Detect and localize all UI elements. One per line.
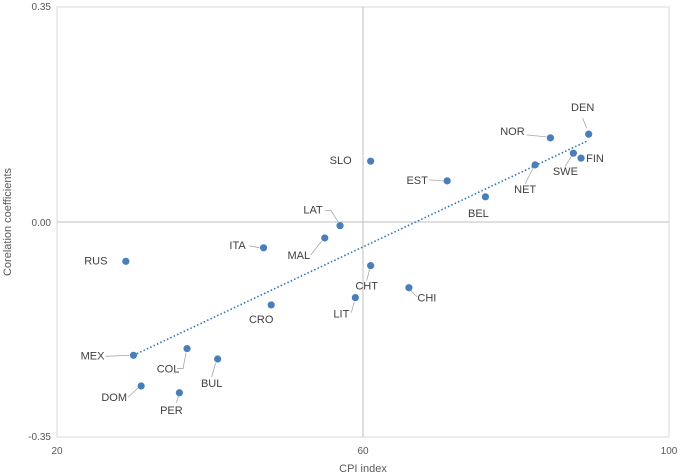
leader-line-nor <box>526 134 547 138</box>
data-label-est: EST <box>406 175 428 187</box>
data-point-mex <box>129 351 138 359</box>
data-point-slo <box>367 157 375 165</box>
data-point-cro <box>267 301 275 309</box>
data-point-per <box>175 389 183 397</box>
data-point-bul <box>214 355 222 363</box>
leader-line-den <box>582 118 588 129</box>
data-label-cro: CRO <box>249 314 274 326</box>
leader-line-mex <box>105 354 130 357</box>
leader-line-est <box>429 179 444 182</box>
data-point-cht <box>367 262 375 270</box>
data-label-den: DEN <box>571 102 594 114</box>
data-point-ita <box>259 244 268 252</box>
y-tick-label: -0.35 <box>28 432 51 443</box>
data-point-lit <box>351 293 359 302</box>
data-label-dom: DOM <box>101 392 127 404</box>
data-labels: DEN NOR FIN SWE NET BEL EST SLO LAT MAL ITA RUS CHT C… <box>81 102 604 417</box>
data-point-mal <box>321 234 329 242</box>
leader-line-col <box>177 352 187 369</box>
data-point-rus <box>122 257 130 265</box>
data-label-lit: LIT <box>333 309 349 321</box>
data-label-fin: FIN <box>586 153 604 165</box>
data-point-fin <box>577 154 585 162</box>
data-label-cht: CHT <box>355 281 378 293</box>
leader-line-swe <box>565 155 572 167</box>
data-label-nor: NOR <box>500 126 525 138</box>
leader-line-mal <box>310 240 323 256</box>
axes: 20 60 100 0.35 0.00 -0.35 <box>28 2 678 457</box>
y-tick-label: 0.00 <box>32 218 52 229</box>
data-label-ita: ITA <box>229 240 246 252</box>
data-label-mal: MAL <box>287 250 310 262</box>
x-axis-title: CPI index <box>339 463 387 474</box>
data-points <box>122 130 593 397</box>
data-point-swe <box>569 149 577 157</box>
data-label-lat: LAT <box>303 205 323 217</box>
data-point-col <box>183 344 191 353</box>
data-label-per: PER <box>160 405 183 417</box>
leader-line-lat <box>325 210 339 222</box>
data-label-col: COL <box>157 364 180 376</box>
data-label-chi: CHI <box>417 293 436 305</box>
y-axis-title: Corelation coefficients <box>2 167 14 276</box>
leader-line-chi <box>410 290 418 298</box>
trendline-group <box>133 139 590 357</box>
leader-line-per <box>176 395 179 403</box>
data-point-chi <box>405 284 413 292</box>
data-point-net <box>531 161 539 169</box>
data-label-bul: BUL <box>201 378 222 390</box>
leader-line-net <box>524 167 534 185</box>
data-label-rus: RUS <box>84 255 107 267</box>
data-label-bel: BEL <box>468 208 489 220</box>
data-point-est <box>443 177 451 185</box>
data-label-mex: MEX <box>81 350 106 362</box>
data-label-net: NET <box>514 184 536 196</box>
leader-line-cht <box>366 269 371 281</box>
leader-line-lit <box>350 301 355 313</box>
y-tick-label: 0.35 <box>32 2 52 13</box>
data-point-lat <box>336 222 344 230</box>
leader-line-ita <box>249 245 260 249</box>
data-point-dom <box>137 382 145 390</box>
leader-lines <box>105 118 588 403</box>
leader-line-bul <box>211 362 217 378</box>
x-tick-label: 60 <box>357 446 369 457</box>
leader-line-dom <box>127 387 139 398</box>
trendline <box>133 139 590 357</box>
x-tick-label: 100 <box>661 446 678 457</box>
x-tick-label: 20 <box>51 446 63 457</box>
data-point-den <box>585 130 593 138</box>
data-label-slo: SLO <box>330 155 352 167</box>
data-label-swe: SWE <box>553 166 578 178</box>
data-point-bel <box>481 193 489 201</box>
data-point-nor <box>546 134 555 142</box>
